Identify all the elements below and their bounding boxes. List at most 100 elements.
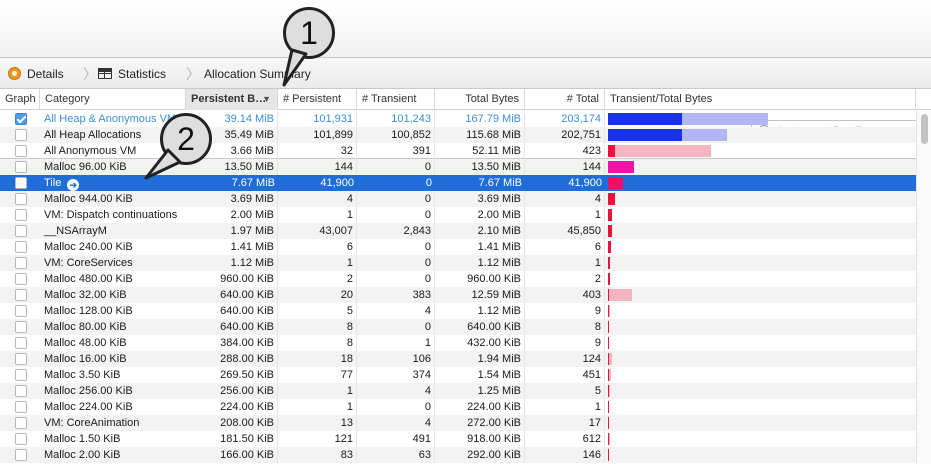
graph-checkbox[interactable] xyxy=(15,241,27,253)
total-bytes-cell: 2.00 MiB xyxy=(435,207,525,223)
table-row[interactable]: Malloc 2.00 KiB 166.00 KiB 83 63 292.00 KiB 1… xyxy=(0,447,916,463)
column-header-persistent-bytes[interactable]: Persistent B… ▼ xyxy=(186,89,278,110)
persistent-bytes-cell-text: 39.14 MiB xyxy=(224,113,274,125)
category-cell-text: __NSArrayM xyxy=(44,225,107,237)
num-transient-cell-text: 0 xyxy=(424,401,431,413)
persistent-bytes-bar xyxy=(608,401,609,413)
num-total-cell: 9 xyxy=(525,335,605,351)
column-header-graph[interactable]: Graph xyxy=(0,89,40,110)
graph-checkbox[interactable] xyxy=(15,225,27,237)
table-row[interactable]: All Anonymous VM 3.66 MiB 32 391 52.11 MiB 42… xyxy=(0,143,916,159)
graph-checkbox[interactable] xyxy=(15,193,27,205)
table-row[interactable]: Malloc 224.00 KiB 224.00 KiB 1 0 224.00 KiB 1 xyxy=(0,399,916,415)
table-row[interactable]: Malloc 1.50 KiB 181.50 KiB 121 491 918.00 Ki… xyxy=(0,431,916,447)
persistent-bytes-cell: 640.00 KiB xyxy=(186,319,278,335)
persistent-bytes-bar xyxy=(608,433,609,445)
transient-total-bar xyxy=(608,385,610,397)
column-header-total-bytes[interactable]: Total Bytes xyxy=(435,89,525,110)
transient-total-bar xyxy=(608,369,611,381)
scrollbar-thumb[interactable] xyxy=(921,114,928,144)
table-row[interactable]: Malloc 128.00 KiB 640.00 KiB 5 4 1.12 MiB 9 xyxy=(0,303,916,319)
table-row[interactable]: Malloc 3.50 KiB 269.50 KiB 77 374 1.54 MiB 45… xyxy=(0,367,916,383)
num-persistent-cell-text: 6 xyxy=(346,241,353,253)
num-total-cell: 1 xyxy=(525,207,605,223)
persistent-bytes-bar xyxy=(608,257,610,269)
persistent-bytes-cell-text: 35.49 MiB xyxy=(224,129,274,141)
column-header-category[interactable]: Category xyxy=(40,89,186,110)
graph-checkbox[interactable] xyxy=(15,449,27,461)
jump-bar-statistics[interactable]: Statistics xyxy=(98,58,166,89)
graph-checkbox[interactable] xyxy=(15,289,27,301)
allocation-table: All Heap & Anonymous VM 39.14 MiB 101,931 1… xyxy=(0,111,916,464)
category-cell: Malloc 80.00 KiB xyxy=(41,319,186,335)
table-row[interactable]: VM: CoreAnimation 208.00 KiB 13 4 272.00 KiB… xyxy=(0,415,916,431)
graph-checkbox[interactable] xyxy=(15,145,27,157)
graph-checkbox[interactable] xyxy=(15,113,27,125)
table-row[interactable]: Malloc 80.00 KiB 640.00 KiB 8 0 640.00 KiB 8 xyxy=(0,319,916,335)
table-row[interactable]: Tile ➔ 7.67 MiB 41,900 0 7.67 MiB 41,900 xyxy=(0,175,916,191)
persistent-bytes-bar xyxy=(608,369,609,381)
column-header-num-transient[interactable]: # Transient xyxy=(357,89,435,110)
callout-pointer-1 xyxy=(282,48,308,87)
table-row[interactable]: All Heap & Anonymous VM 39.14 MiB 101,931 1… xyxy=(0,111,916,127)
column-header-num-total[interactable]: # Total xyxy=(525,89,605,110)
category-cell-text: All Anonymous VM xyxy=(44,145,137,157)
category-cell: All Heap Allocations xyxy=(41,127,186,143)
focus-arrow-icon[interactable]: ➔ xyxy=(67,179,80,191)
graph-checkbox[interactable] xyxy=(15,401,27,413)
table-row[interactable]: Malloc 48.00 KiB 384.00 KiB 8 1 432.00 KiB 9 xyxy=(0,335,916,351)
table-row[interactable]: Malloc 256.00 KiB 256.00 KiB 1 4 1.25 MiB 5 xyxy=(0,383,916,399)
num-total-cell-text: 9 xyxy=(594,305,601,317)
total-bytes-cell-text: 1.25 MiB xyxy=(477,385,521,397)
vertical-scrollbar[interactable] xyxy=(916,111,931,464)
table-row[interactable]: Malloc 32.00 KiB 640.00 KiB 20 383 12.59 MiB… xyxy=(0,287,916,303)
num-total-cell: 1 xyxy=(525,399,605,415)
num-transient-cell: 1 xyxy=(357,335,435,351)
graph-checkbox[interactable] xyxy=(15,161,27,173)
category-cell: Malloc 480.00 KiB xyxy=(41,271,186,287)
num-transient-cell: 2,843 xyxy=(357,223,435,239)
graph-checkbox[interactable] xyxy=(15,177,27,189)
graph-checkbox[interactable] xyxy=(15,321,27,333)
num-total-cell: 8 xyxy=(525,319,605,335)
graph-checkbox[interactable] xyxy=(15,129,27,141)
column-header-transient-total-bytes[interactable]: Transient/Total Bytes xyxy=(605,89,916,110)
table-row[interactable]: Malloc 944.00 KiB 3.69 MiB 4 0 3.69 MiB 4 xyxy=(0,191,916,207)
table-row[interactable]: Malloc 480.00 KiB 960.00 KiB 2 0 960.00 KiB 2 xyxy=(0,271,916,287)
jump-bar-allocation-summary[interactable]: Allocation Summary xyxy=(204,58,311,89)
table-row[interactable]: __NSArrayM 1.97 MiB 43,007 2,843 2.10 MiB 45,… xyxy=(0,223,916,239)
graph-checkbox[interactable] xyxy=(15,209,27,221)
num-total-cell: 2 xyxy=(525,271,605,287)
num-persistent-cell-text: 5 xyxy=(346,305,353,317)
num-persistent-cell: 4 xyxy=(278,191,357,207)
table-row[interactable]: Malloc 96.00 KiB 13.50 MiB 144 0 13.50 MiB 14… xyxy=(0,159,916,175)
graph-checkbox[interactable] xyxy=(15,337,27,349)
num-persistent-cell: 2 xyxy=(278,271,357,287)
num-persistent-cell-text: 1 xyxy=(346,257,353,269)
graph-checkbox[interactable] xyxy=(15,433,27,445)
table-row[interactable]: All Heap Allocations 35.49 MiB 101,899 100,… xyxy=(0,127,916,143)
num-transient-cell-text: 63 xyxy=(418,449,431,461)
graph-checkbox[interactable] xyxy=(15,273,27,285)
category-cell: Malloc 1.50 KiB xyxy=(41,431,186,447)
graph-checkbox[interactable] xyxy=(15,305,27,317)
persistent-bytes-cell-text: 384.00 KiB xyxy=(220,337,274,349)
jump-bar-details[interactable]: Details xyxy=(8,58,64,89)
column-header-num-persistent[interactable]: # Persistent xyxy=(278,89,357,110)
table-row[interactable]: Malloc 240.00 KiB 1.41 MiB 6 0 1.41 MiB 6 xyxy=(0,239,916,255)
num-persistent-cell: 83 xyxy=(278,447,357,463)
graph-checkbox[interactable] xyxy=(15,353,27,365)
graph-checkbox[interactable] xyxy=(15,417,27,429)
total-bytes-cell: 292.00 KiB xyxy=(435,447,525,463)
persistent-bytes-cell: 640.00 KiB xyxy=(186,303,278,319)
graph-checkbox[interactable] xyxy=(15,369,27,381)
num-persistent-cell: 121 xyxy=(278,431,357,447)
table-row[interactable]: VM: Dispatch continuations 2.00 MiB 1 0 2.00… xyxy=(0,207,916,223)
num-persistent-cell-text: 8 xyxy=(346,321,353,333)
graph-checkbox[interactable] xyxy=(15,385,27,397)
table-row[interactable]: Malloc 16.00 KiB 288.00 KiB 18 106 1.94 MiB 1… xyxy=(0,351,916,367)
total-bytes-cell-text: 918.00 KiB xyxy=(467,433,521,445)
table-row[interactable]: VM: CoreServices 1.12 MiB 1 0 1.12 MiB 1 xyxy=(0,255,916,271)
category-cell-text: Malloc 240.00 KiB xyxy=(44,241,133,253)
graph-checkbox[interactable] xyxy=(15,257,27,269)
